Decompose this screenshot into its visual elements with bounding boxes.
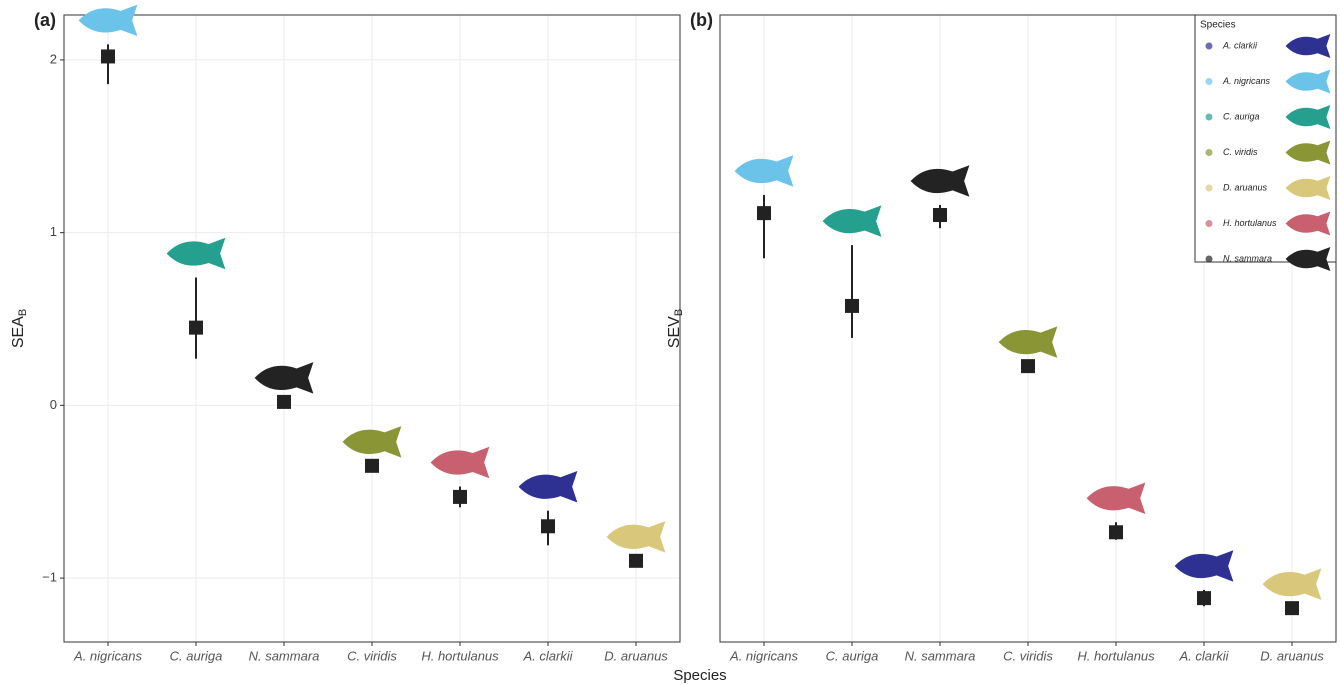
legend-label: H. hortulanus bbox=[1223, 218, 1277, 228]
legend-label: A. clarkii bbox=[1222, 40, 1258, 50]
x-tick-label: C. auriga bbox=[826, 648, 879, 663]
legend-dot bbox=[1206, 78, 1213, 85]
legend-dot bbox=[1206, 220, 1213, 227]
y-axis-label-main: SEA bbox=[10, 316, 27, 348]
legend-dot bbox=[1206, 114, 1213, 121]
panel-label: (a) bbox=[34, 10, 56, 30]
y-axis-label-sub: B bbox=[673, 309, 685, 316]
x-tick-label: D. aruanus bbox=[604, 648, 668, 663]
point-marker bbox=[1197, 591, 1211, 605]
y-axis-label-main: SEV bbox=[666, 316, 683, 348]
point-marker bbox=[1109, 525, 1123, 539]
x-tick-label: N. sammara bbox=[905, 648, 976, 663]
y-axis-label-sub: B bbox=[17, 309, 29, 316]
point-marker bbox=[277, 395, 291, 409]
y-tick-label: −1 bbox=[42, 570, 57, 585]
legend-title: Species bbox=[1200, 20, 1236, 31]
legend-label: C. viridis bbox=[1223, 147, 1258, 157]
point-marker bbox=[453, 490, 467, 504]
point-marker bbox=[1021, 359, 1035, 373]
point-marker bbox=[1285, 601, 1299, 615]
x-tick-label: H. hortulanus bbox=[421, 648, 499, 663]
legend-dot bbox=[1206, 43, 1213, 50]
legend-label: D. aruanus bbox=[1223, 182, 1268, 192]
x-tick-label: C. auriga bbox=[170, 648, 223, 663]
x-tick-label: H. hortulanus bbox=[1077, 648, 1155, 663]
x-tick-label: A. nigricans bbox=[729, 648, 798, 663]
x-axis-label: Species bbox=[673, 667, 726, 684]
x-tick-label: D. aruanus bbox=[1260, 648, 1324, 663]
x-tick-label: A. clarkii bbox=[522, 648, 573, 663]
x-tick-label: C. viridis bbox=[1003, 648, 1053, 663]
legend-dot bbox=[1206, 256, 1213, 263]
legend-dot bbox=[1206, 185, 1213, 192]
point-marker bbox=[365, 459, 379, 473]
y-tick-label: 2 bbox=[50, 51, 57, 66]
legend-dot bbox=[1206, 149, 1213, 156]
legend-label: N. sammara bbox=[1223, 253, 1272, 263]
y-axis-label: SEAB bbox=[10, 309, 29, 348]
x-tick-label: A. clarkii bbox=[1178, 648, 1229, 663]
figure: Species −1012(a)SEABA. nigricansC. aurig… bbox=[0, 0, 1340, 685]
y-tick-label: 1 bbox=[50, 224, 57, 239]
x-tick-label: C. viridis bbox=[347, 648, 397, 663]
legend-label: A. nigricans bbox=[1222, 76, 1271, 86]
x-tick-label: N. sammara bbox=[249, 648, 320, 663]
point-marker bbox=[845, 299, 859, 313]
point-marker bbox=[189, 321, 203, 335]
point-marker bbox=[757, 206, 771, 220]
point-marker bbox=[629, 554, 643, 568]
legend-label: C. auriga bbox=[1223, 111, 1260, 121]
point-marker bbox=[541, 519, 555, 533]
y-tick-label: 0 bbox=[50, 397, 57, 412]
point-marker bbox=[933, 208, 947, 222]
x-tick-label: A. nigricans bbox=[73, 648, 142, 663]
point-marker bbox=[101, 49, 115, 63]
panel-label: (b) bbox=[690, 10, 713, 30]
